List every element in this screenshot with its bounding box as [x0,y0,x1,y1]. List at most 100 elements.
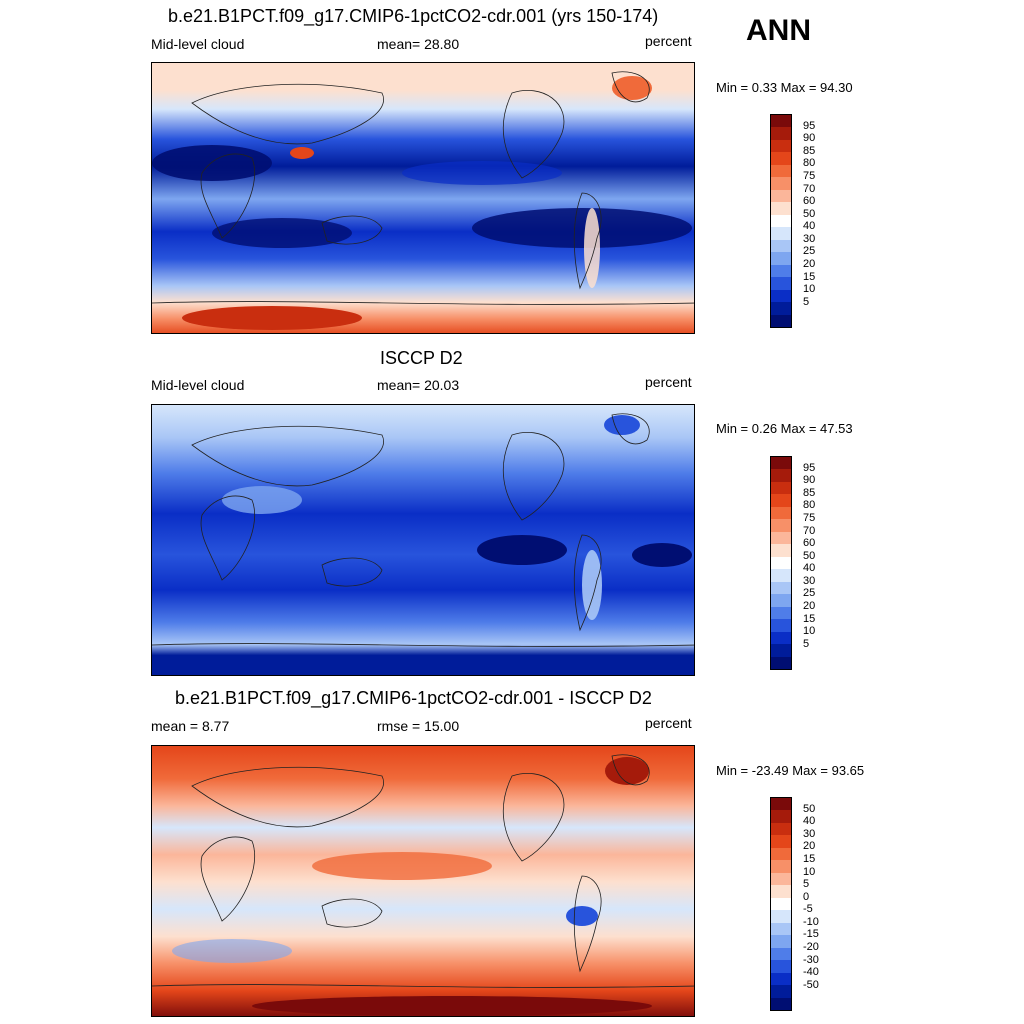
colorbar-segment [771,264,791,278]
colorbar-segment [771,139,791,153]
colorbar-segment [771,860,791,873]
colorbar-tick-label: 5 [803,295,810,308]
colorbar-tick-label: 10 [803,625,816,638]
colorbar-tick-label: 60 [803,537,816,550]
colorbar-tick-label: 75 [803,169,816,182]
panel-3-minmax: Min = -23.49 Max = 93.65 [716,763,865,778]
panel-2-colorbar [770,456,792,670]
panel-1-mean-label: mean= 28.80 [377,36,460,52]
colorbar-tick-label: 70 [803,182,816,195]
colorbar-segment [771,457,791,470]
colorbar-tick-label: -40 [803,966,819,979]
panel-1-minmax: Min = 0.33 Max = 94.30 [716,80,853,95]
season-label: ANN [746,14,811,47]
colorbar-segment [771,985,791,998]
colorbar-segment [771,302,791,315]
panel-3-rmse-label: rmse = 15.00 [377,718,460,734]
panel-1-variable-label: Mid-level cloud [151,36,245,52]
colorbar-segment [771,227,791,240]
colorbar-segment [771,314,791,327]
colorbar-tick-label: -15 [803,928,819,941]
colorbar-tick-label: 40 [803,562,816,575]
colorbar-tick-label: 60 [803,195,816,208]
colorbar-segment [771,556,791,570]
colorbar-segment [771,606,791,620]
colorbar-segment [771,569,791,582]
colorbar-tick-label: 50 [803,549,816,562]
colorbar-segment [771,544,791,557]
colorbar-segment [771,277,791,290]
colorbar-tick-label: 20 [803,840,816,853]
colorbar-segment [771,960,791,973]
colorbar-tick-label: 40 [803,220,816,233]
colorbar-tick-label: 70 [803,524,816,537]
colorbar-segment [771,481,791,495]
colorbar-segment [771,164,791,178]
colorbar-segment [771,177,791,190]
panel-2-units-label: percent [645,374,692,390]
panel-1-map [151,62,695,334]
colorbar-segment [771,252,791,265]
panel-3-mean-label: mean = 8.77 [151,718,230,734]
colorbar-segment [771,997,791,1010]
colorbar-segment [771,656,791,669]
colorbar-tick-label: 10 [803,283,816,296]
colorbar-tick-label: 25 [803,245,816,258]
colorbar-segment [771,214,791,228]
colorbar-tick-label: 40 [803,815,816,828]
colorbar-tick-label: 75 [803,511,816,524]
colorbar-tick-label: 85 [803,144,816,157]
colorbar-segment [771,619,791,632]
colorbar-tick-label: 30 [803,232,816,245]
colorbar-segment [771,189,791,203]
panel-1-title: b.e21.B1PCT.f09_g17.CMIP6-1pctCO2-cdr.00… [168,6,659,26]
colorbar-segment [771,531,791,545]
colorbar-tick-label: 50 [803,802,816,815]
colorbar-segment [771,494,791,507]
colorbar-tick-label: 50 [803,207,816,220]
colorbar-segment [771,922,791,936]
colorbar-tick-label: 80 [803,157,816,170]
panel-3-map [151,745,695,1017]
panel-1-colorbar [770,114,792,328]
panel-3-colorbar [770,797,792,1011]
colorbar-segment [771,822,791,836]
colorbar-segment [771,935,791,948]
colorbar-segment [771,127,791,140]
colorbar-tick-label: 90 [803,132,816,145]
panel-2-minmax: Min = 0.26 Max = 47.53 [716,421,853,436]
colorbar-segment [771,289,791,303]
colorbar-tick-label: 20 [803,600,816,613]
colorbar-segment [771,810,791,823]
colorbar-tick-label: -30 [803,953,819,966]
colorbar-tick-label: 10 [803,865,816,878]
colorbar-tick-label: -10 [803,915,819,928]
panel-3-title: b.e21.B1PCT.f09_g17.CMIP6-1pctCO2-cdr.00… [175,688,652,708]
colorbar-tick-label: 90 [803,474,816,487]
colorbar-tick-label: 5 [803,878,810,891]
colorbar-segment [771,972,791,986]
panel-2-mean-label: mean= 20.03 [377,377,460,393]
colorbar-segment [771,581,791,595]
colorbar-tick-label: 30 [803,574,816,587]
colorbar-tick-label: 15 [803,612,816,625]
colorbar-segment [771,947,791,961]
colorbar-segment [771,202,791,215]
colorbar-tick-label: 95 [803,461,816,474]
colorbar-segment [771,519,791,532]
colorbar-tick-label: -5 [803,903,813,916]
colorbar-segment [771,594,791,607]
colorbar-tick-label: 85 [803,486,816,499]
colorbar-segment [771,631,791,645]
colorbar-segment [771,872,791,886]
colorbar-tick-label: -50 [803,978,819,991]
colorbar-tick-label: 15 [803,270,816,283]
panel-2-title: ISCCP D2 [380,348,463,368]
colorbar-segment [771,798,791,811]
colorbar-tick-label: 95 [803,119,816,132]
colorbar-segment [771,152,791,165]
colorbar-tick-label: 5 [803,637,810,650]
colorbar-segment [771,469,791,482]
colorbar-tick-label: 20 [803,258,816,271]
colorbar-segment [771,115,791,128]
